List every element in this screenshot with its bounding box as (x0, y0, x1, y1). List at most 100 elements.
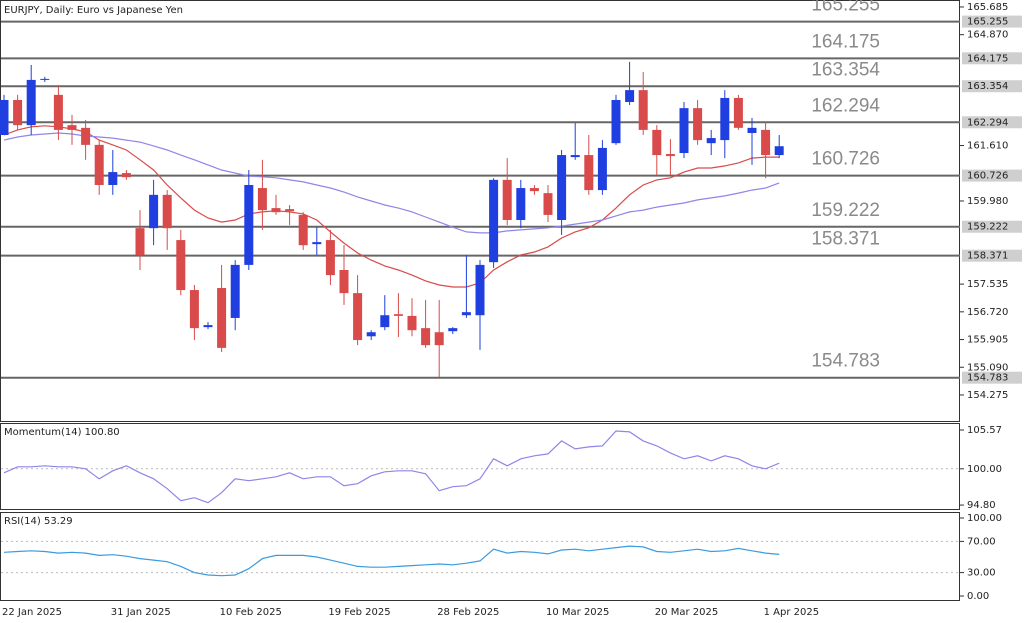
chart-title: EURJPY, Daily: Euro vs Japanese Yen (4, 5, 183, 16)
level-axis-box (962, 52, 1022, 65)
candle-body (774, 146, 784, 156)
candle-body (0, 99, 9, 135)
level-label: 162.294 (811, 95, 880, 116)
indicator-line (3, 545, 780, 577)
y-tick-label: 159.980 (967, 196, 1008, 207)
x-tick-label: 10 Feb 2025 (220, 607, 282, 618)
level-axis-box (962, 249, 1022, 262)
level-label: 154.783 (811, 351, 880, 372)
y-tick-label: 165.685 (967, 2, 1008, 13)
candle-body (529, 188, 539, 192)
y-tick-label: 164.870 (967, 30, 1008, 41)
candle-body (135, 228, 145, 256)
candle-body (733, 97, 743, 128)
candle-body (502, 179, 512, 221)
candle-body (257, 188, 267, 211)
candle-body (461, 312, 471, 316)
y-tick-label: 30.00 (967, 568, 996, 579)
candle-body (40, 78, 50, 80)
candle-body (407, 315, 417, 331)
y-tick-label: 156.720 (967, 307, 1008, 318)
level-label: 164.175 (811, 31, 880, 52)
level-label: 158.371 (811, 229, 880, 250)
x-tick-label: 1 Apr 2025 (764, 607, 819, 618)
candle-body (693, 108, 703, 141)
y-tick-label: 94.80 (967, 500, 996, 511)
candle-body (162, 194, 172, 229)
candle-body (189, 290, 199, 329)
level-axis-box (962, 80, 1022, 93)
candle-body (597, 147, 607, 191)
y-tick-label: 155.905 (967, 335, 1008, 346)
candle-body (584, 155, 594, 191)
candle-body (611, 99, 621, 144)
y-tick-label: 161.610 (967, 141, 1008, 152)
candle-body (176, 240, 186, 291)
candle-body (516, 188, 526, 221)
indicator-line (3, 430, 780, 504)
x-tick-label: 19 Feb 2025 (328, 607, 390, 618)
candle-body (81, 127, 91, 145)
candle-body (121, 173, 131, 178)
level-axis-label: 160.726 (967, 171, 1008, 182)
candle-body (543, 193, 553, 215)
candle-body (67, 125, 77, 130)
x-tick-label: 20 Mar 2025 (655, 607, 718, 618)
y-tick-label: 154.275 (967, 390, 1008, 401)
level-axis-label: 164.175 (967, 53, 1008, 64)
candle-body (625, 90, 635, 103)
candle-body (448, 328, 458, 332)
candle-body (149, 194, 159, 229)
candle-body (421, 328, 431, 346)
candle-body (53, 94, 63, 130)
candle-body (244, 184, 254, 265)
rsi-panel (0, 512, 960, 601)
candle-body (203, 325, 213, 328)
indicator-line (3, 125, 780, 288)
y-tick-label: 100.00 (967, 464, 1002, 475)
level-axis-box (962, 371, 1022, 384)
candle-body (706, 138, 716, 144)
main-panel (0, 0, 960, 422)
level-axis-label: 162.294 (967, 117, 1008, 128)
candle-body (489, 179, 499, 263)
candle-body (353, 293, 363, 341)
level-label: 159.222 (811, 200, 880, 221)
level-axis-box (962, 15, 1022, 28)
candle-body (94, 144, 104, 185)
candle-body (339, 269, 349, 294)
x-tick-label: 10 Mar 2025 (546, 607, 609, 618)
candle-body (638, 90, 648, 130)
level-label: 160.726 (811, 149, 880, 170)
candle-body (230, 264, 240, 318)
y-tick-label: 157.535 (967, 279, 1008, 290)
candle-body (720, 97, 730, 141)
candle-body (665, 154, 675, 157)
candle-body (393, 314, 403, 316)
level-label: 163.354 (811, 59, 880, 80)
candle-body (285, 209, 295, 212)
indicator-label: Momentum(14) 100.80 (4, 427, 120, 438)
level-axis-box (962, 116, 1022, 129)
candle-body (475, 264, 485, 316)
candle-body (271, 208, 281, 213)
level-axis-label: 159.222 (967, 222, 1008, 233)
level-axis-label: 154.783 (967, 373, 1008, 384)
level-axis-label: 163.354 (967, 81, 1008, 92)
candle-body (747, 127, 757, 133)
indicator-label: RSI(14) 53.29 (4, 516, 73, 527)
candle-body (679, 108, 689, 154)
candle-body (761, 129, 771, 156)
indicator-line (3, 132, 780, 234)
y-tick-label: 0.00 (967, 591, 989, 602)
candle-body (108, 172, 118, 185)
candle-body (557, 155, 567, 221)
candle-body (26, 79, 36, 126)
candle-body (366, 332, 376, 337)
candle-body (325, 240, 335, 276)
y-tick-label: 155.090 (967, 362, 1008, 373)
y-tick-label: 100.00 (967, 513, 1002, 524)
candle-body (434, 332, 444, 346)
